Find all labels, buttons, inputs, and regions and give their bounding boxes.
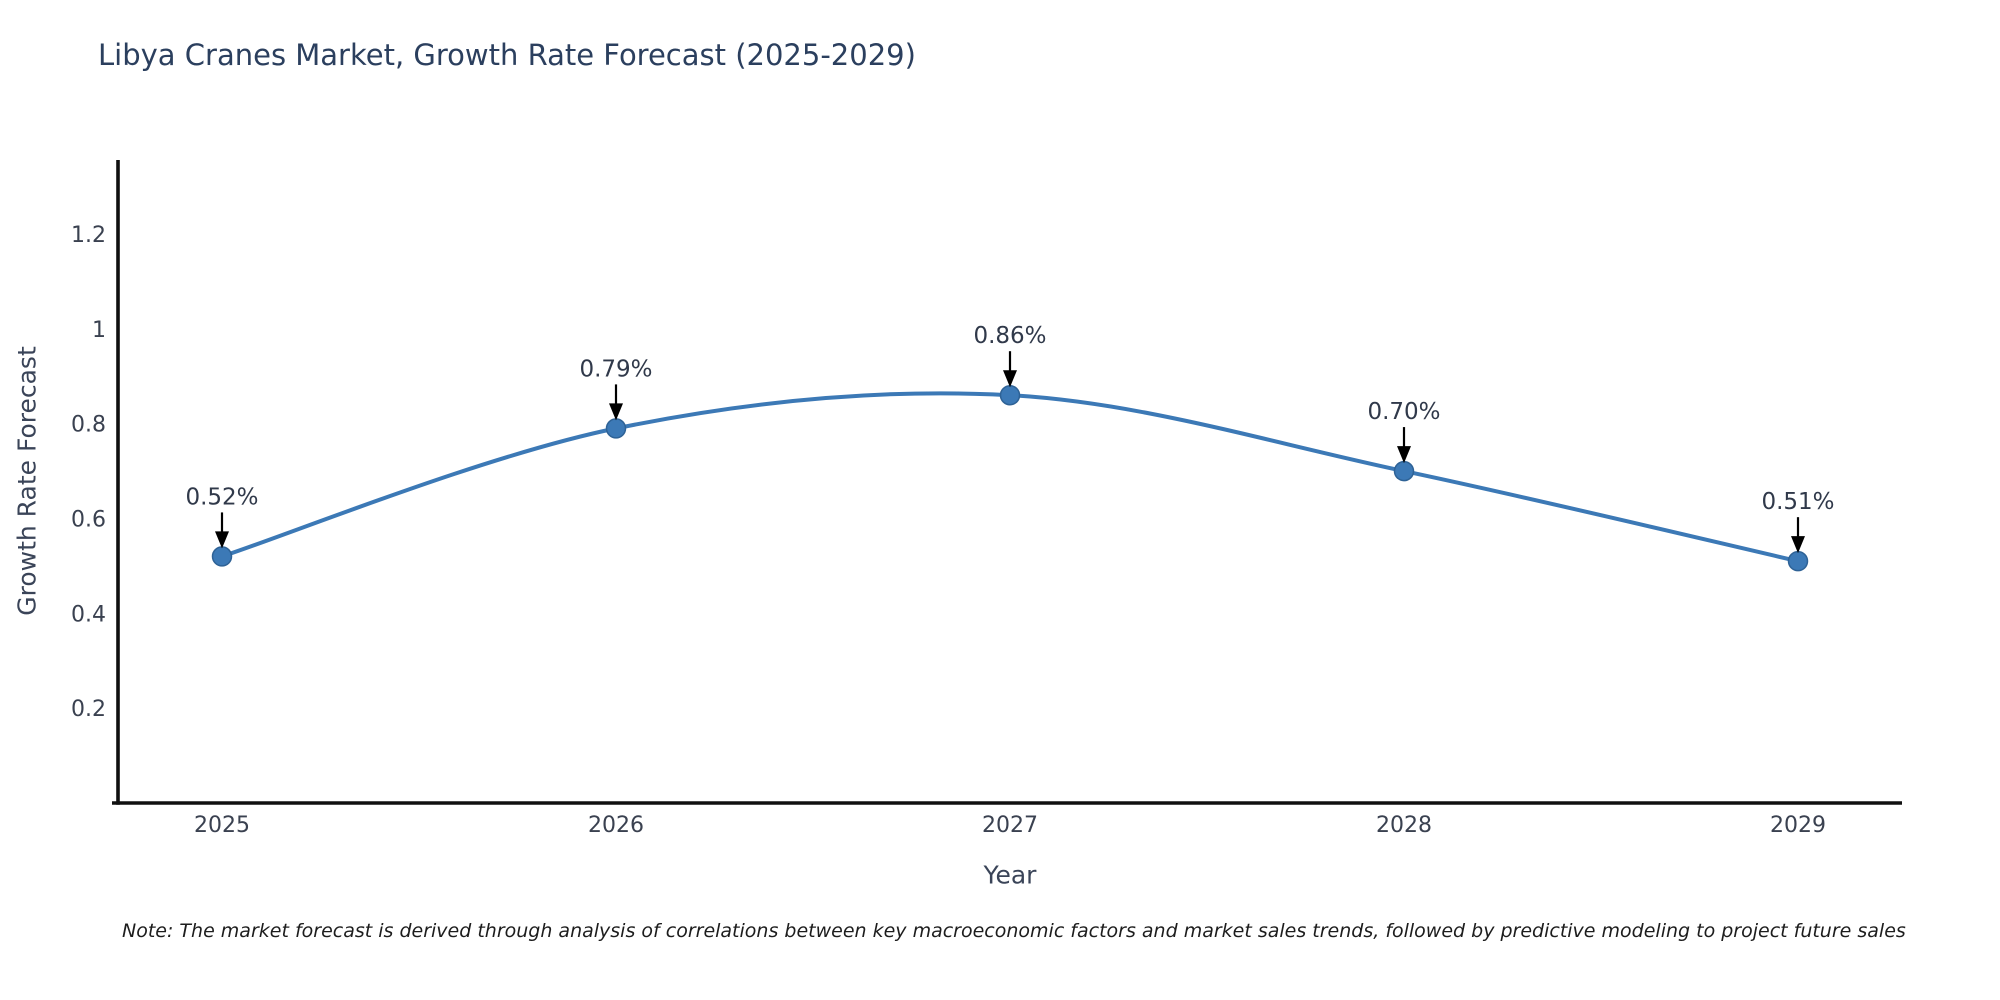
footnote: Note: The market forecast is derived thr… bbox=[122, 920, 1906, 942]
data-point-marker bbox=[1393, 460, 1415, 482]
point-value-label: 0.70% bbox=[1367, 399, 1440, 425]
annotation-arrow-head bbox=[1003, 370, 1017, 388]
chart-title: Libya Cranes Market, Growth Rate Forecas… bbox=[98, 38, 916, 72]
annotation-arrow-head bbox=[609, 403, 623, 421]
forecast-line bbox=[220, 391, 1800, 564]
annotation-arrow-head bbox=[1791, 536, 1805, 554]
y-tick-label: 0.8 bbox=[71, 413, 106, 438]
y-tick-label: 1.2 bbox=[71, 223, 106, 248]
annotation-arrow-head bbox=[1397, 446, 1411, 464]
data-point-marker bbox=[999, 384, 1021, 406]
x-tick-label: 2027 bbox=[982, 813, 1038, 838]
point-value-label: 0.86% bbox=[973, 323, 1046, 349]
y-tick-label: 0.4 bbox=[71, 602, 106, 627]
x-tick-label: 2025 bbox=[194, 813, 250, 838]
y-tick-label: 0.6 bbox=[71, 507, 106, 532]
x-tick-label: 2028 bbox=[1376, 813, 1432, 838]
data-point-marker bbox=[605, 418, 627, 439]
point-value-label: 0.52% bbox=[185, 484, 258, 510]
y-tick-label: 0.2 bbox=[71, 697, 106, 722]
x-tick-label: 2026 bbox=[588, 813, 644, 838]
point-value-label: 0.79% bbox=[579, 356, 652, 382]
data-point-marker bbox=[1787, 550, 1809, 572]
x-tick-label: 2029 bbox=[1770, 813, 1826, 838]
x-axis-title: Year bbox=[983, 860, 1037, 890]
point-value-label: 0.51% bbox=[1761, 489, 1834, 515]
annotation-arrow-head bbox=[215, 531, 229, 549]
y-tick-label: 1 bbox=[92, 318, 106, 343]
data-point-marker bbox=[211, 546, 233, 567]
